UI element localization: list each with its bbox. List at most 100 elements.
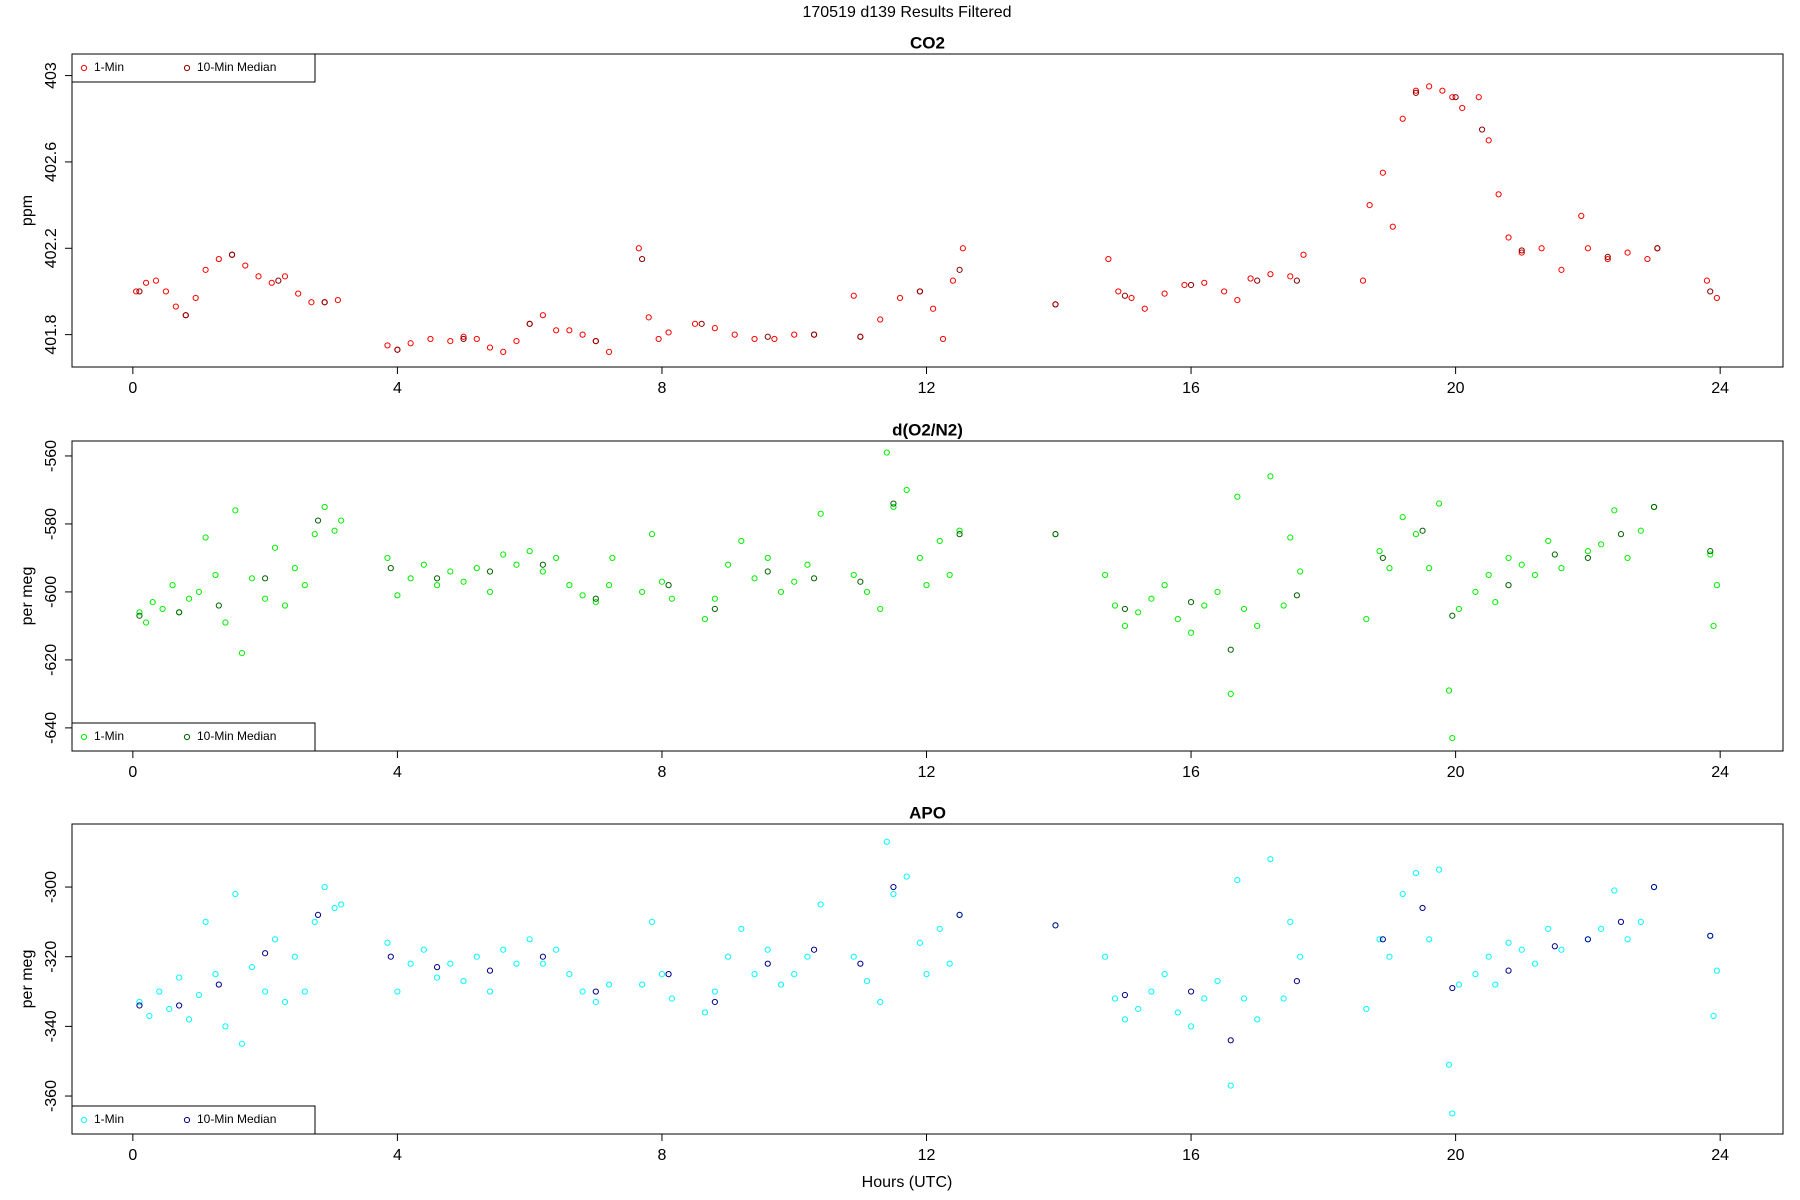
minute-point (1174, 616, 1181, 623)
minute-point (1518, 946, 1525, 953)
median-point (1584, 936, 1591, 943)
y-tick-label: 402.6 (43, 142, 60, 182)
minute-point (553, 554, 560, 562)
minute-point (711, 325, 718, 332)
legend-label: 10-Min Median (197, 1112, 276, 1126)
minute-point (311, 918, 318, 925)
minute-point (936, 925, 943, 932)
minute-point (172, 303, 179, 310)
x-tick-label: 24 (1711, 1147, 1729, 1164)
minute-point (301, 582, 308, 589)
minute-point (262, 595, 269, 602)
minute-point (1297, 568, 1304, 575)
minute-point (1558, 266, 1565, 273)
minute-point (850, 292, 857, 299)
minute-point (1300, 251, 1307, 258)
legend-marker (183, 64, 191, 72)
minute-point (658, 578, 666, 585)
minute-point (817, 510, 824, 517)
panel-title: d(O2/N2) (892, 420, 963, 439)
median-point (764, 333, 771, 340)
minute-point (566, 971, 573, 978)
minute-point (1187, 629, 1195, 636)
minute-point (513, 337, 520, 345)
minute-point (1111, 995, 1119, 1002)
minute-point (433, 974, 441, 981)
minute-point (930, 305, 937, 312)
minute-point (863, 588, 871, 596)
median-point (1604, 253, 1611, 261)
minute-point (1485, 953, 1492, 960)
minute-point (420, 946, 427, 953)
minute-point (1174, 1009, 1181, 1016)
minute-point (579, 988, 586, 995)
legend-marker (183, 733, 191, 741)
minute-point (1254, 622, 1261, 630)
y-tick-label: 401.8 (43, 315, 60, 355)
median-point (639, 255, 646, 263)
x-tick-label: 0 (128, 1147, 137, 1164)
median-point (262, 575, 269, 582)
minute-point (321, 503, 328, 511)
median-point (1419, 527, 1426, 534)
minute-point (215, 255, 222, 263)
median-point (857, 578, 864, 585)
minute-point (1445, 687, 1453, 694)
minute-point (1181, 281, 1188, 289)
median-point (314, 911, 322, 919)
minute-point (579, 592, 586, 599)
minute-point (338, 517, 345, 524)
x-tick-label: 20 (1447, 764, 1465, 781)
minute-point (152, 277, 160, 284)
minute-point (850, 953, 857, 960)
minute-point (1435, 500, 1443, 507)
minute-point (923, 582, 930, 589)
median-point (1452, 94, 1459, 101)
x-tick-label: 8 (658, 1147, 667, 1164)
x-tick-label: 16 (1182, 380, 1200, 397)
minute-point (212, 571, 219, 579)
minute-point (248, 575, 255, 582)
minute-point (1111, 602, 1119, 609)
minute-point (271, 936, 279, 943)
minute-point (804, 561, 811, 568)
x-tick-label: 20 (1447, 1147, 1465, 1164)
minute-point (232, 890, 239, 898)
legend-box (71, 722, 316, 752)
median-point (857, 960, 864, 967)
minute-point (1445, 1061, 1453, 1068)
median-point (314, 517, 322, 524)
legend-marker (183, 1116, 191, 1124)
median-point (1379, 554, 1386, 562)
x-tick-label: 4 (393, 1147, 402, 1164)
minute-point (321, 883, 328, 891)
minute-point (639, 588, 646, 596)
minute-point (1531, 960, 1539, 967)
minute-point (384, 342, 391, 349)
minute-point (711, 595, 718, 602)
median-point (665, 971, 672, 978)
minute-point (1455, 981, 1463, 988)
minute-point (407, 575, 414, 582)
minute-point (281, 273, 289, 280)
minute-point (1472, 971, 1479, 978)
minute-point (1227, 690, 1234, 697)
minute-point (668, 595, 675, 602)
plot-frame (71, 53, 1784, 368)
median-point (665, 582, 672, 589)
median-point (592, 337, 599, 345)
minute-point (1234, 876, 1241, 884)
y-tick-label: -620 (43, 644, 60, 676)
minute-point (1485, 571, 1492, 579)
median-point (810, 946, 818, 953)
minute-point (566, 582, 573, 589)
minute-point (1115, 288, 1122, 295)
x-tick-label: 16 (1182, 1147, 1200, 1164)
minute-point (764, 554, 771, 562)
minute-point (162, 288, 170, 295)
median-point (916, 288, 923, 295)
median-point (1121, 991, 1129, 999)
minute-point (1426, 565, 1433, 572)
minute-point (817, 901, 824, 908)
minute-point (473, 953, 480, 960)
